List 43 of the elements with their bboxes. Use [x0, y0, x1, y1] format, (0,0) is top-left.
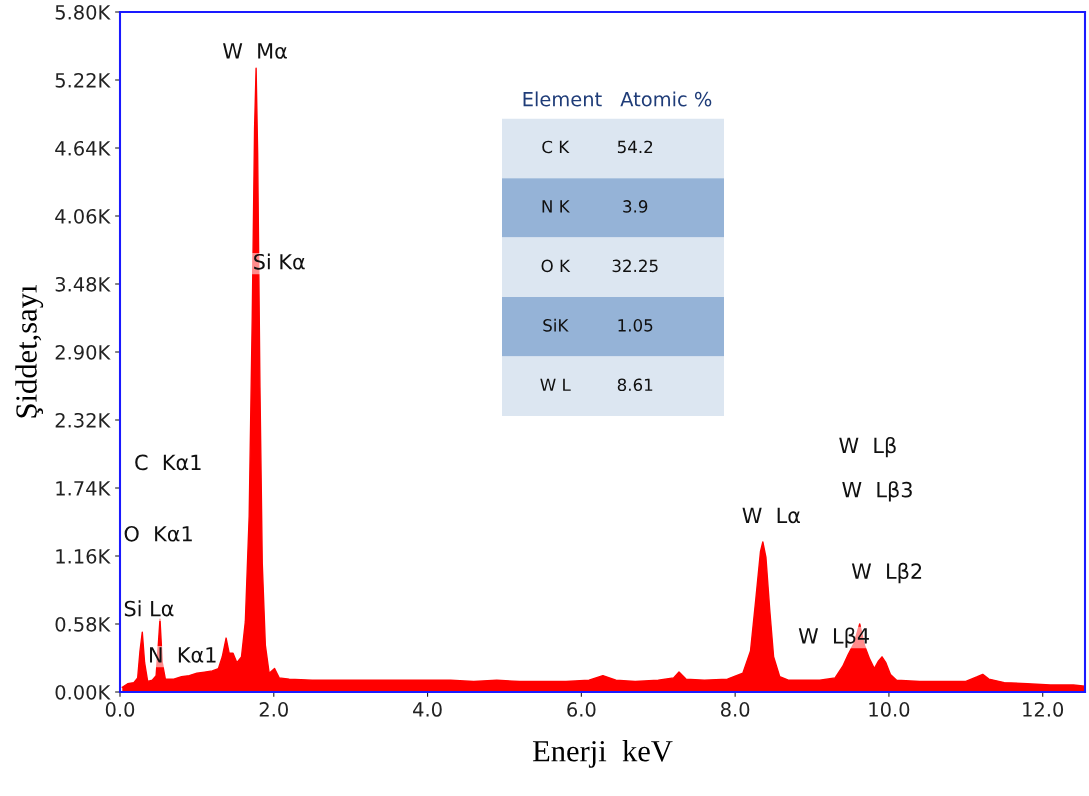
annotation: W Lβ3: [842, 481, 912, 502]
y-tick-label: 0.58K: [55, 616, 111, 632]
y-tick-label: 1.16K: [56, 548, 111, 564]
data-label: 32.25: [612, 259, 658, 273]
text: Element: [523, 91, 602, 107]
annotation: Si Lα: [124, 600, 174, 617]
x-tick-label: 0.0: [105, 702, 135, 717]
y-tick-label: 5.80K: [55, 4, 111, 20]
category-label: SiK: [543, 318, 569, 332]
x-tick-label: 12.0: [1023, 702, 1064, 717]
y-tick-label: 1.74K: [56, 481, 111, 496]
annotation: N Kα1: [150, 647, 216, 663]
category-label: C K: [542, 140, 570, 154]
y-tick-label: 2.32K: [55, 412, 111, 428]
category-label: O K: [541, 259, 571, 273]
data-label: 54.2: [617, 140, 653, 154]
category-label: N K: [542, 200, 570, 213]
annotation: W Lβ4: [798, 627, 869, 648]
annotation: C Kα1: [135, 454, 201, 471]
category-label: W L: [540, 378, 571, 391]
x-tick-label: 6.0: [567, 702, 596, 717]
data-label: 1.05: [618, 319, 653, 332]
data-label: 3.9: [623, 200, 648, 213]
x-tick-label: 10.0: [869, 702, 910, 717]
annotation: W Lα: [742, 507, 800, 524]
x-axis-title: Enerji keV: [532, 739, 673, 768]
y-tick-label: 2.90K: [55, 344, 111, 360]
y-tick-label: 0.00K: [55, 684, 111, 700]
data-label: 8.61: [617, 378, 653, 392]
x-tick-label: 2.0: [259, 702, 288, 717]
annotation: W Lβ2: [851, 562, 922, 584]
y-axis-title: Şiddet,sayı: [15, 285, 44, 418]
y-tick-label: 5.22K: [55, 72, 111, 88]
x-tick-label: 8.0: [721, 702, 750, 717]
annotation: W Mα: [223, 43, 287, 59]
text: Atomic %: [620, 91, 712, 107]
annotation: Si Kα: [254, 253, 305, 270]
x-tick-label: 4.0: [413, 702, 442, 717]
y-tick-label: 4.64K: [55, 140, 111, 156]
y-tick-label: 3.48K: [55, 276, 111, 292]
annotation: W Lβ: [839, 437, 896, 458]
annotation: O Kα1: [124, 525, 192, 542]
y-tick-label: 4.06K: [55, 208, 111, 224]
